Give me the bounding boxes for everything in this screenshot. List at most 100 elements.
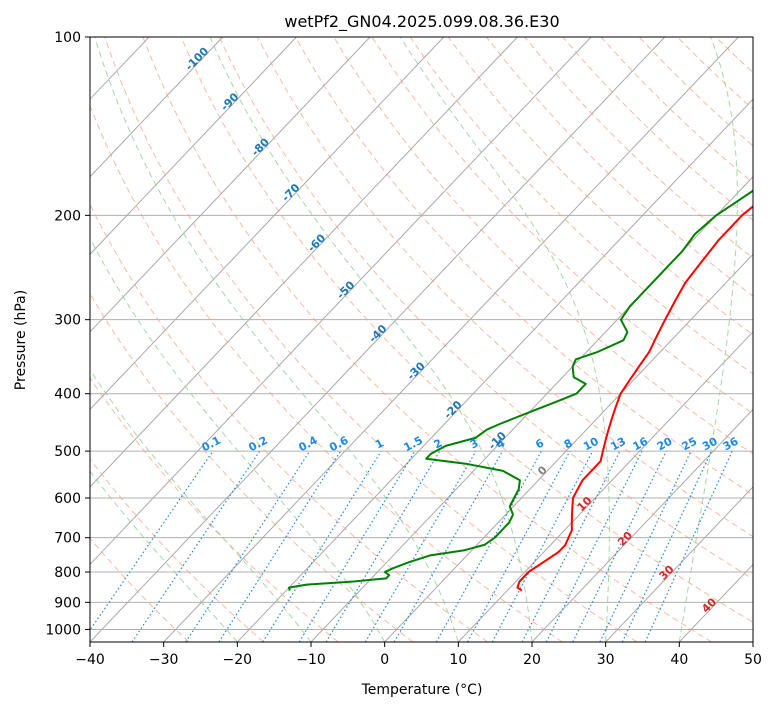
x-tick-label: 10 [449, 652, 467, 668]
mixing-ratio-label: 30 [700, 435, 720, 454]
mixing-ratio-label: 25 [680, 435, 700, 454]
isotherm-line [457, 331, 753, 642]
mixing-ratio-line [393, 450, 504, 642]
dry-adiabat-line [524, 37, 753, 259]
dry-adiabat-line [90, 203, 488, 642]
x-tick-label: −40 [75, 652, 105, 668]
moist-adiabat-line [90, 470, 238, 642]
y-tick-label: 100 [54, 30, 81, 46]
mixing-ratio-label: 6 [533, 436, 546, 451]
isotherm-line [310, 176, 753, 642]
mixing-ratio-line [644, 450, 733, 642]
isotherm-line [531, 408, 753, 642]
moist-adiabat-line [94, 37, 459, 642]
plot-area [0, 37, 775, 642]
isotherm-line [163, 37, 739, 642]
isotherm-line [0, 37, 2, 642]
isotherm-label: -70 [279, 181, 302, 204]
mixing-ratio-line [435, 450, 542, 642]
isotherm-line [0, 37, 75, 642]
dry-adiabat-line [90, 104, 563, 642]
isotherm-label: -10 [486, 429, 509, 452]
isotherm-line [90, 37, 666, 642]
mixing-ratio-line [599, 450, 692, 642]
isotherm-line [90, 37, 592, 566]
dry-adiabat-line [295, 37, 753, 496]
dry-adiabat-line [638, 37, 753, 147]
moist-adiabat-line [90, 237, 386, 642]
mixing-ratio-line [218, 450, 342, 642]
isotherm-label: -50 [334, 278, 357, 301]
isotherm-line [384, 253, 753, 642]
isotherm-line [752, 641, 753, 642]
mixing-ratio-line [325, 450, 441, 642]
mixing-ratio-label: 13 [608, 435, 628, 454]
isotherm-label: -20 [441, 398, 464, 421]
x-tick-label: 40 [670, 652, 688, 668]
isotherm-line [90, 37, 518, 488]
x-tick-label: −20 [223, 652, 253, 668]
x-tick-label: 0 [380, 652, 389, 668]
y-axis: 100 200 300 400 500 600 700 800 900 1000 [45, 30, 90, 638]
y-axis-label: Pressure (hPa) [13, 290, 29, 390]
mixing-ratio-label: 10 [581, 435, 601, 454]
plot-overlay: 0.1 0.2 0.4 0.6 1 1.5 2 3 4 6 8 10 13 16 20 25 30 36-100-… [183, 44, 741, 615]
dry-adiabat-line [447, 37, 753, 336]
mixing-ratio-label: 36 [721, 435, 741, 454]
isotherm-label: 20 [615, 529, 635, 549]
y-tick-label: 700 [54, 531, 81, 547]
dry-adiabat-line [142, 37, 712, 642]
isotherm-line [90, 37, 297, 256]
mixing-ratio-label: 16 [631, 435, 651, 454]
dry-adiabat-line [90, 458, 264, 642]
temperature-profile-line [516, 205, 753, 592]
dry-adiabat-line [180, 37, 753, 623]
isotherm-label: -100 [183, 44, 212, 73]
mixing-ratio-label: 20 [655, 435, 675, 454]
dry-adiabat-line [90, 537, 190, 642]
moist-adiabat-line [678, 37, 738, 642]
dewpoint-profile-line [288, 189, 753, 591]
isotherm-line [236, 98, 753, 642]
dry-adiabat-line [256, 37, 753, 538]
isotherm-line [678, 563, 753, 642]
y-tick-label: 800 [54, 565, 81, 581]
mixing-ratio-label: 3 [468, 436, 481, 451]
y-tick-label: 600 [54, 491, 81, 507]
isotherm-line [90, 37, 224, 178]
dry-adiabat-line [486, 37, 753, 297]
dry-adiabat-line [104, 37, 638, 642]
mixing-ratio-line [621, 450, 713, 642]
y-tick-label: 300 [54, 313, 81, 329]
moist-adiabat-line [209, 37, 533, 642]
isotherm-line [90, 37, 445, 411]
dry-adiabat-line [371, 37, 753, 415]
y-tick-label: 500 [54, 444, 81, 460]
plot-frame [89, 36, 754, 643]
x-tick-label: −10 [296, 652, 326, 668]
moist-adiabat-line [90, 369, 312, 642]
mixing-ratio-line [466, 450, 571, 642]
dry-adiabat-line [333, 37, 753, 455]
y-tick-label: 400 [54, 387, 81, 403]
isotherm-label: 10 [575, 494, 595, 514]
mixing-ratio-label: 2 [432, 436, 445, 451]
isotherm-label: 40 [699, 595, 719, 615]
dry-adiabat-line [600, 37, 753, 184]
y-tick-label: 200 [54, 208, 81, 224]
x-axis: −40 −30 −20 −10 0 10 20 30 40 50 [75, 642, 762, 668]
mixing-ratio-line [364, 450, 477, 642]
y-tick-label: 1000 [45, 622, 81, 638]
x-tick-label: 30 [597, 652, 615, 668]
isotherm-line [90, 37, 371, 333]
isotherm-line [605, 486, 753, 642]
x-tick-label: −30 [149, 652, 179, 668]
mixing-ratio-label: 1 [373, 436, 386, 451]
isotherm-label: -40 [366, 322, 389, 345]
dry-adiabat-line [754, 37, 775, 642]
moist-adiabat-line [399, 37, 610, 642]
mixing-ratio-line [572, 450, 667, 642]
y-tick-label: 900 [54, 595, 81, 611]
isotherm-label: -90 [218, 90, 241, 113]
